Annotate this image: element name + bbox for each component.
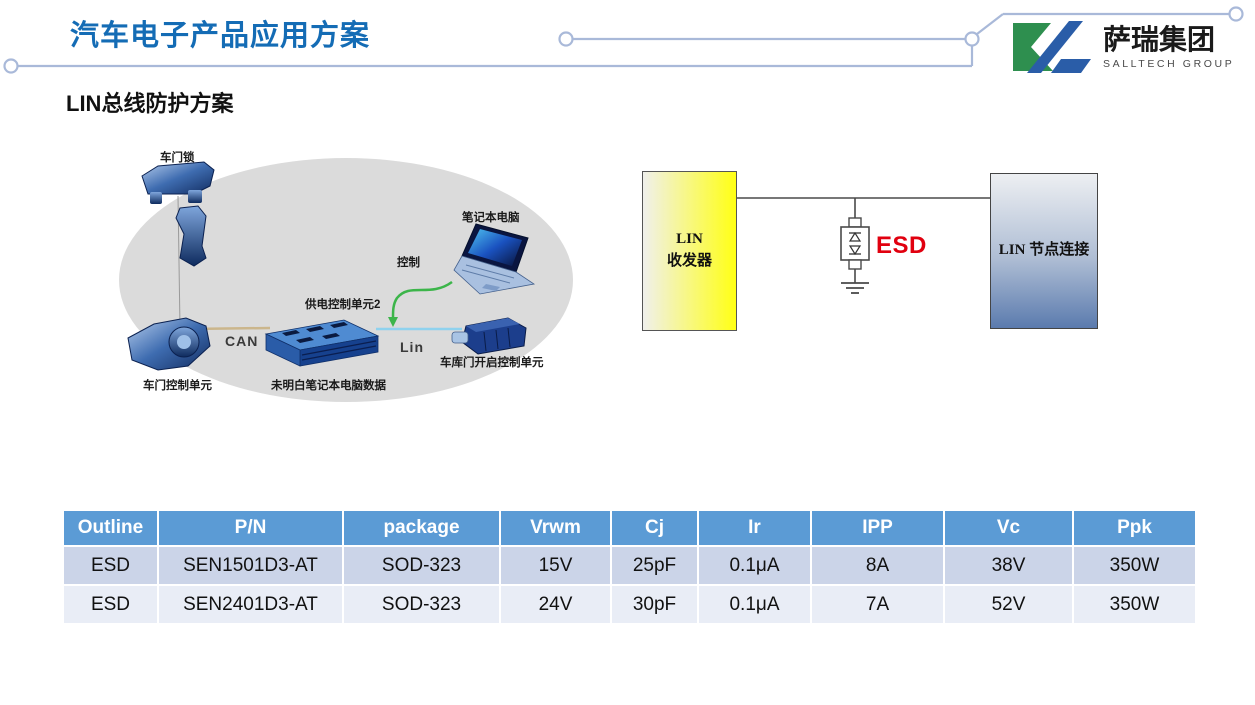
door-control-unit-image (127, 317, 211, 371)
lock-actuator-image (175, 205, 207, 267)
column-header-vrwm: Vrwm (499, 509, 612, 547)
trace-node-icon (1228, 6, 1244, 22)
lin-label: Lin (400, 339, 424, 355)
transceiver-label-line1: LIN (676, 231, 703, 248)
column-header-pn: P/N (157, 509, 344, 547)
table-cell: 350W (1072, 584, 1197, 625)
column-header-cj: Cj (610, 509, 699, 547)
garage-unit-image (451, 317, 527, 355)
column-header-ppk: Ppk (1072, 509, 1197, 547)
system-diagram-graphics (119, 158, 573, 402)
node-label: LIN 节点连接 (998, 242, 1090, 259)
control-label: 控制 (397, 257, 420, 269)
table-row: ESD SEN1501D3-AT SOD-323 15V 25pF 0.1μA … (62, 545, 1197, 586)
table-cell: 0.1μA (697, 584, 812, 625)
tvs-diode-icon (840, 217, 870, 270)
door-lock-label: 车门锁 (160, 152, 195, 164)
section-title: LIN总线防护方案 (66, 91, 234, 116)
lin-node-box: LIN 节点连接 (990, 173, 1098, 329)
table-header-row: Outline P/N package Vrwm Cj Ir IPP Vc Pp… (62, 509, 1197, 547)
table-cell: 30pF (610, 584, 699, 625)
table-cell: 52V (943, 584, 1074, 625)
table-cell: 8A (810, 545, 945, 586)
company-logo: 萨瑞集团 SALLTECH GROUP (1012, 21, 1234, 79)
door-lock-image (141, 161, 215, 204)
column-header-vc: Vc (943, 509, 1074, 547)
column-header-ipp: IPP (810, 509, 945, 547)
salltech-logo-icon (1013, 21, 1091, 73)
power-control-module-image (264, 319, 380, 367)
laptop-image (453, 223, 536, 295)
logo-name-cn: 萨瑞集团 (1103, 24, 1216, 55)
table-cell: 350W (1072, 545, 1197, 586)
column-header-package: package (342, 509, 501, 547)
table-cell: 25pF (610, 545, 699, 586)
table-cell: 38V (943, 545, 1074, 586)
ground-icon (841, 282, 869, 294)
table-cell: SOD-323 (342, 545, 501, 586)
esd-protection-circuit: LIN 收发器 LIN 节点连接 ESD (630, 160, 1110, 355)
column-header-ir: Ir (697, 509, 812, 547)
logo-name-en: SALLTECH GROUP (1103, 57, 1235, 70)
transceiver-label-line2: 收发器 (666, 253, 712, 269)
control-cable (391, 280, 453, 318)
table-cell: SEN2401D3-AT (157, 584, 344, 625)
table-cell: SOD-323 (342, 584, 501, 625)
power-unit-label: 供电控制单元2 (305, 299, 381, 311)
trace-node-icon (558, 31, 574, 47)
trace-node-icon (3, 58, 19, 74)
trace-node-icon (964, 31, 980, 47)
lin-transceiver-box: LIN 收发器 (642, 171, 737, 331)
column-header-outline: Outline (62, 509, 159, 547)
lin-system-diagram: 车门锁 笔记本电脑 控制 供电控制单元2 CAN Lin 车库门开启控制单元 车… (110, 140, 590, 410)
table-cell: 24V (499, 584, 612, 625)
arrow-down-icon (388, 317, 398, 327)
page-title: 汽车电子产品应用方案 (70, 20, 371, 52)
table-row: ESD SEN2401D3-AT SOD-323 24V 30pF 0.1μA … (62, 584, 1197, 625)
garage-unit-label: 车库门开启控制单元 (440, 357, 544, 369)
esd-label: ESD (876, 232, 927, 259)
table-cell: SEN1501D3-AT (157, 545, 344, 586)
table-cell: ESD (62, 545, 159, 586)
laptop-data-label: 未明白笔记本电脑数据 (271, 380, 386, 392)
door-unit-label: 车门控制单元 (143, 380, 212, 392)
table-cell: 15V (499, 545, 612, 586)
laptop-label: 笔记本电脑 (462, 212, 520, 224)
table-cell: 0.1μA (697, 545, 812, 586)
product-table: Outline P/N package Vrwm Cj Ir IPP Vc Pp… (62, 509, 1197, 625)
table-cell: 7A (810, 584, 945, 625)
table-cell: ESD (62, 584, 159, 625)
can-label: CAN (225, 333, 259, 349)
